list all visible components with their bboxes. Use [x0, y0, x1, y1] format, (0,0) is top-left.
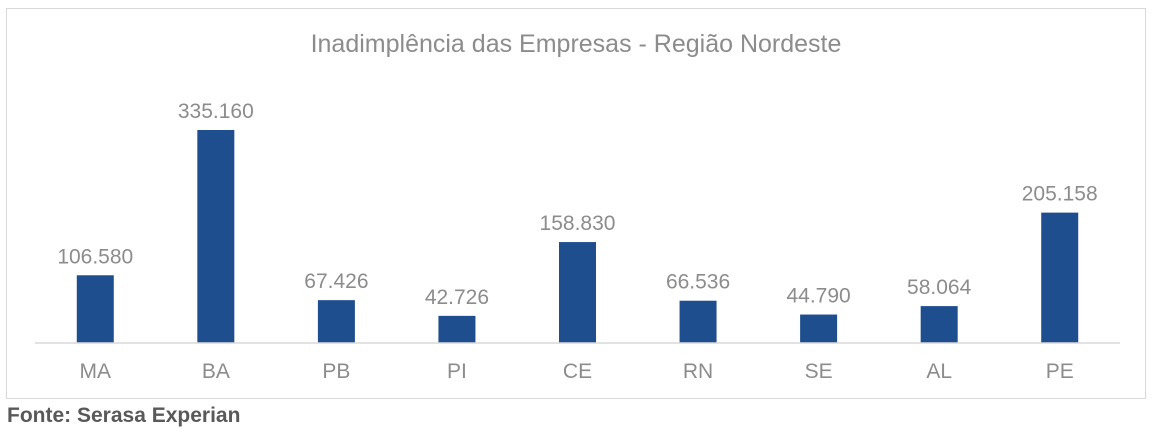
- data-label-pe: 205.158: [1022, 183, 1098, 206]
- bar-rn: [679, 300, 717, 343]
- data-label-al: 58.064: [907, 276, 972, 299]
- bar-ma: [76, 275, 114, 343]
- bar-pe: [1041, 212, 1079, 343]
- data-label-pi: 42.726: [425, 286, 489, 309]
- bar-al: [920, 306, 958, 343]
- bar-ba: [197, 130, 235, 343]
- bar-pb: [317, 300, 355, 343]
- bar-pi: [438, 315, 476, 343]
- x-tick-label-ce: CE: [563, 360, 592, 383]
- data-label-rn: 66.536: [666, 271, 730, 294]
- x-tick-label-ba: BA: [202, 360, 230, 383]
- x-tick-labels: MA BA PB PI CE RN SE AL PE: [80, 360, 1074, 383]
- x-tick-label-al: AL: [926, 360, 952, 383]
- x-tick-label-pe: PE: [1046, 360, 1074, 383]
- x-tick-label-se: SE: [805, 360, 833, 383]
- chart-title: Inadimplência das Empresas - Região Nord…: [311, 30, 842, 58]
- x-tick-label-pi: PI: [447, 360, 467, 383]
- data-label-se: 44.790: [786, 285, 850, 308]
- x-tick-label-pb: PB: [322, 360, 350, 383]
- bar-se: [800, 314, 838, 343]
- source-note: Fonte: Serasa Experian: [7, 404, 241, 427]
- data-label-ba: 335.160: [178, 100, 254, 123]
- labels-layer: 106.580 335.160 67.426 42.726 158.830 66.536 4…: [57, 100, 1097, 309]
- data-label-ce: 158.830: [540, 212, 616, 235]
- x-tick-label-ma: MA: [80, 360, 112, 383]
- data-label-ma: 106.580: [57, 245, 133, 268]
- x-tick-label-rn: RN: [683, 360, 713, 383]
- data-label-pb: 67.426: [304, 270, 368, 293]
- bar-ce: [559, 242, 596, 343]
- bars-layer: [76, 130, 1079, 343]
